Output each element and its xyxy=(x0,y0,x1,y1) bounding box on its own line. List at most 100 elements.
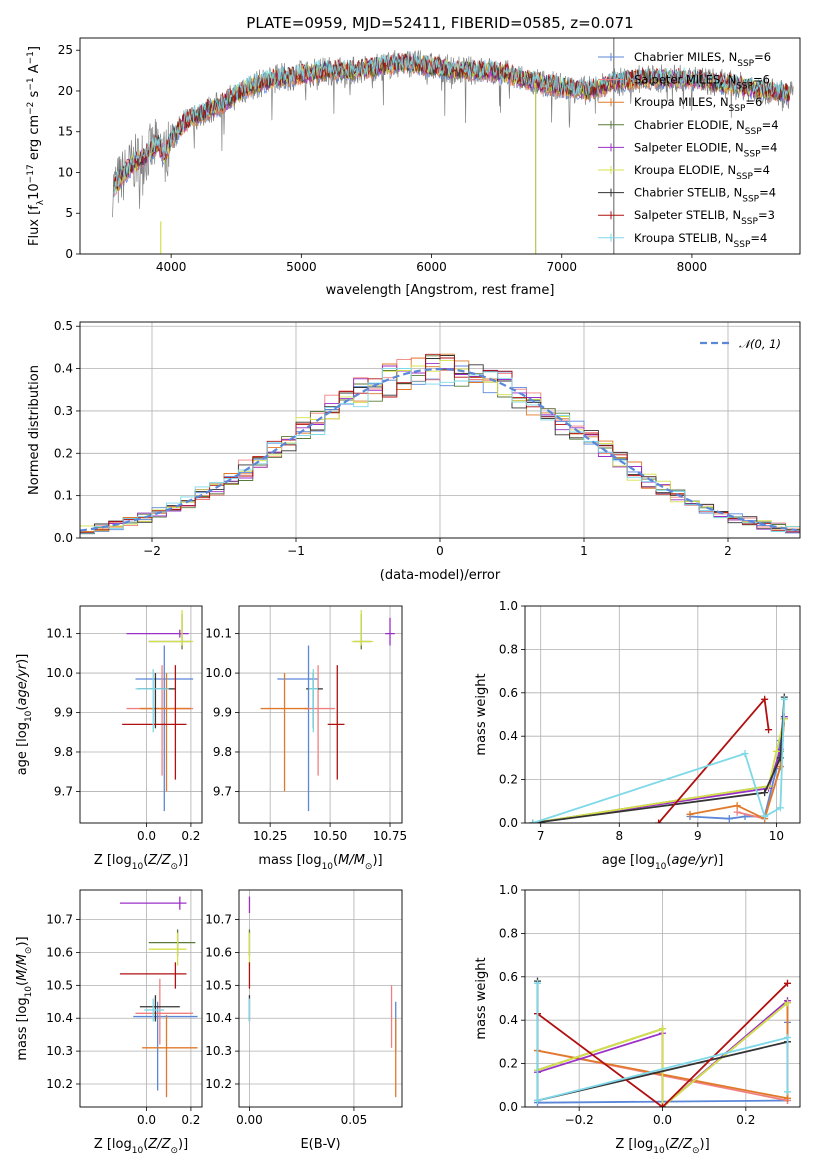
y-tick-label: 20 xyxy=(58,84,73,98)
y-tick-label: 0.0 xyxy=(54,531,73,545)
y-tick-label: 10.2 xyxy=(46,1077,73,1091)
x-tick-label: 7000 xyxy=(546,260,577,274)
plot-area xyxy=(80,606,202,823)
data-point xyxy=(308,669,319,733)
legend-label: Salpeter STELIB, NSSP=3 xyxy=(634,208,775,227)
series-line xyxy=(529,693,788,823)
series-marker xyxy=(659,1103,666,1107)
axes-frame xyxy=(79,889,203,1108)
data-point xyxy=(135,669,169,733)
axes-frame xyxy=(238,889,403,1108)
y-tick-label: 0.1 xyxy=(54,489,73,503)
series-marker xyxy=(733,808,741,816)
series-path xyxy=(536,983,789,1102)
legend: Chabrier MILES, NSSP=6 Salpeter MILES, NS… xyxy=(598,50,779,250)
panel-8: −0.2 0.0 0.2 0.0 0.2 0.4 0.6 0.8 1.0 xyxy=(499,883,801,1127)
series-path xyxy=(537,1002,789,1107)
series-line xyxy=(529,715,788,823)
data-point xyxy=(351,609,374,646)
gridlines xyxy=(525,606,800,823)
gridlines xyxy=(239,890,402,1107)
x-tick-label: 6000 xyxy=(416,260,447,274)
series-marker xyxy=(765,726,773,734)
data-point xyxy=(139,995,180,1022)
plot-area xyxy=(80,890,202,1107)
series-marker xyxy=(780,695,788,703)
y-axis-label: age [log10(age/yr)] xyxy=(15,654,34,776)
x-axis-label: Z [log10(Z/Z⊙)] xyxy=(94,853,188,872)
series-line xyxy=(655,695,773,823)
y-tick-label: 10.5 xyxy=(46,978,73,992)
series-line xyxy=(529,715,788,823)
x-tick-label: −0.2 xyxy=(565,1113,594,1127)
panel-5: 7 8 9 10 0.0 0.2 0.4 0.6 0.8 1.0 xyxy=(499,599,801,843)
series-path xyxy=(657,697,770,823)
x-tick-label: 10.75 xyxy=(373,829,407,843)
x-tick-label: 7 xyxy=(537,829,545,843)
y-tick-label: 10.4 xyxy=(205,1011,232,1025)
plot-area xyxy=(239,606,402,823)
y-tick-label: 0.4 xyxy=(499,729,518,743)
data-point xyxy=(148,929,196,956)
y-axis-label: Normed distribution xyxy=(27,365,42,495)
histogram-step xyxy=(80,357,800,533)
legend-label: Kroupa STELIB, NSSP=4 xyxy=(634,231,767,250)
data-point xyxy=(144,998,165,1022)
plot-area xyxy=(112,38,794,254)
axes-frame xyxy=(524,889,801,1108)
series-line xyxy=(529,695,788,823)
data-point xyxy=(135,978,194,1045)
y-tick-label: 0.6 xyxy=(499,686,518,700)
y-tick-label: 0.5 xyxy=(54,319,73,333)
x-tick-label: 10 xyxy=(769,829,784,843)
y-tick-label: 10 xyxy=(58,165,73,179)
x-axis-label: mass [log10(M/M⊙)] xyxy=(258,853,382,872)
y-tick-label: 5 xyxy=(65,206,73,220)
y-tick-label: 9.7 xyxy=(213,784,232,798)
panel-7: 0.00 0.05 10.2 10.3 10.4 10.5 10.6 10.7 xyxy=(205,889,403,1127)
y-tick-label: 25 xyxy=(58,43,73,57)
y-tick-label: 10.0 xyxy=(205,666,232,680)
x-tick-label: 9 xyxy=(694,829,702,843)
y-tick-label: 0.0 xyxy=(499,816,518,830)
axes-frame xyxy=(79,37,801,255)
x-tick-label: 0.05 xyxy=(341,1113,368,1127)
series-marker xyxy=(784,1094,791,1102)
data-point xyxy=(148,613,191,650)
y-tick-label: 10.0 xyxy=(46,666,73,680)
panel-2: −2 −1 0 1 2 0.0 0.1 0.2 0.3 0.4 0.5 xyxy=(54,319,801,558)
y-axis-label: mass weight xyxy=(474,957,489,1039)
panel-6: 0.0 0.2 10.2 10.3 10.4 10.5 10.6 10.7 xyxy=(46,889,203,1127)
y-axis-label: Flux [fλ10−17 erg cm−2 s−1 A−1] xyxy=(26,46,46,246)
y-tick-label: 10.5 xyxy=(205,978,232,992)
gridlines xyxy=(239,606,402,823)
legend-label: Salpeter MILES, NSSP=6 xyxy=(634,73,770,92)
y-tick-label: 10.2 xyxy=(205,1077,232,1091)
series-marker xyxy=(776,804,784,812)
y-tick-label: 0.6 xyxy=(499,970,518,984)
gridlines xyxy=(80,606,202,823)
histogram-step xyxy=(80,368,800,534)
x-axis-label: (data-model)/error xyxy=(380,568,501,583)
x-tick-label: 10.50 xyxy=(313,829,347,843)
legend-label: Kroupa MILES, NSSP=6 xyxy=(634,95,762,114)
axes-frame xyxy=(238,605,403,824)
y-tick-label: 0.3 xyxy=(54,404,73,418)
data-point xyxy=(385,617,395,646)
x-tick-label: 10.25 xyxy=(253,829,287,843)
y-tick-label: 0.8 xyxy=(499,926,518,940)
x-tick-label: 5000 xyxy=(286,260,317,274)
series-marker xyxy=(659,1025,666,1033)
data-point xyxy=(303,665,335,776)
y-tick-label: 9.9 xyxy=(213,706,232,720)
x-tick-label: 0.0 xyxy=(137,829,156,843)
data-point xyxy=(354,613,371,650)
y-tick-label: 0 xyxy=(65,247,73,261)
y-tick-label: 9.9 xyxy=(54,706,73,720)
x-tick-label: 4000 xyxy=(156,260,187,274)
y-tick-label: 0.2 xyxy=(499,1057,518,1071)
legend-label: Chabrier ELODIE, NSSP=4 xyxy=(634,118,779,137)
series-marker xyxy=(529,819,537,823)
x-tick-label: −1 xyxy=(287,544,305,558)
y-tick-label: 1.0 xyxy=(499,883,518,897)
